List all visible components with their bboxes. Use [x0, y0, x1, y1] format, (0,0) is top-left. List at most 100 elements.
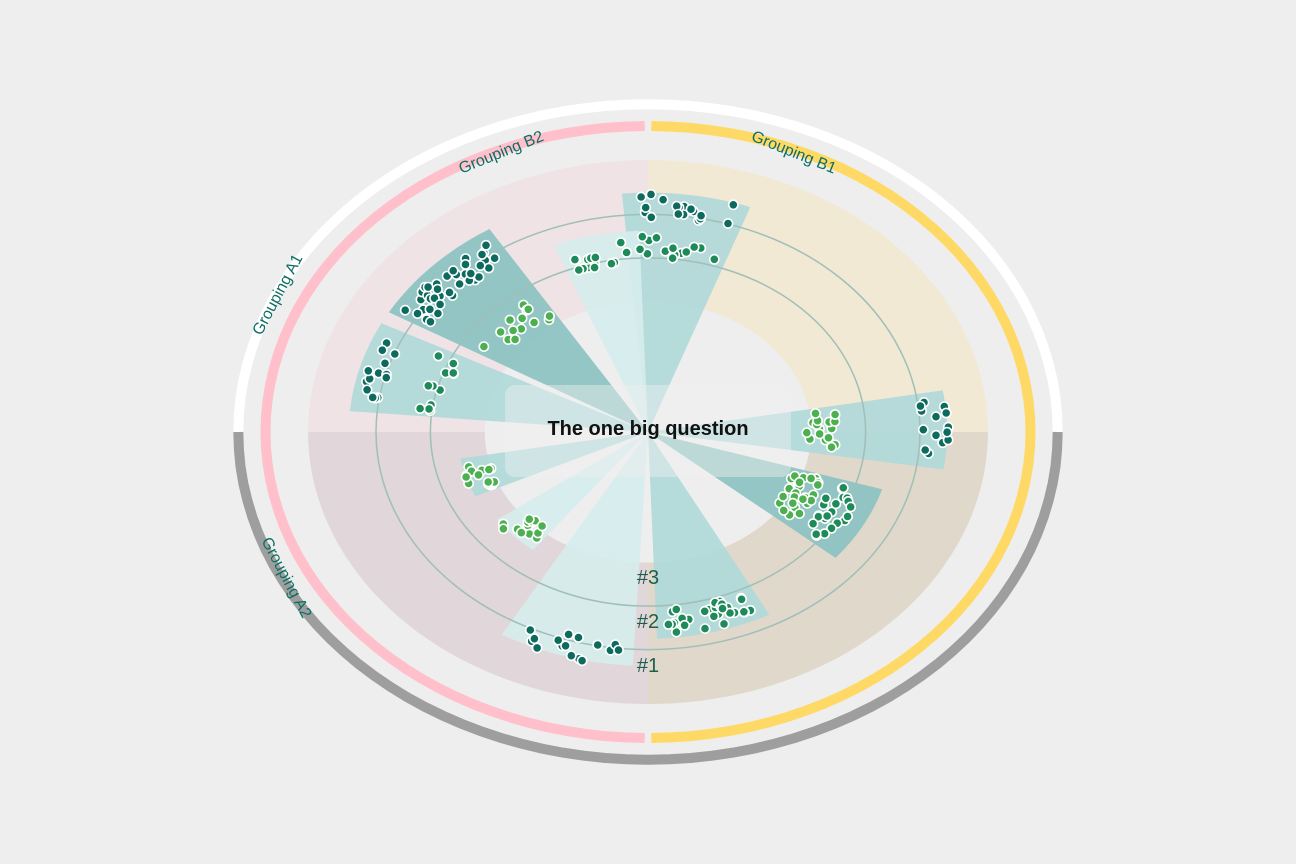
data-point: [590, 251, 601, 263]
data-point: [699, 605, 711, 617]
data-point: [389, 348, 401, 360]
label-grouping-a2: Grouping A2: [258, 535, 315, 622]
data-point: [797, 493, 809, 505]
data-point: [645, 188, 657, 200]
data-point: [399, 304, 411, 316]
data-point: [826, 441, 837, 453]
data-point: [826, 522, 837, 534]
data-point: [941, 426, 953, 438]
title-backdrop: [505, 385, 791, 477]
data-point: [560, 640, 571, 652]
data-point: [422, 380, 434, 392]
data-point: [376, 344, 388, 356]
data-point: [829, 409, 841, 420]
wedge-9: [553, 230, 648, 432]
data-point: [423, 403, 435, 415]
wedge-7: [349, 323, 648, 432]
data-point: [507, 325, 519, 336]
data-point: [635, 191, 647, 203]
data-point: [606, 258, 617, 270]
data-point: [432, 283, 443, 295]
data-point: [738, 606, 750, 618]
data-point: [482, 476, 494, 488]
data-point: [805, 472, 817, 484]
data-point: [523, 513, 535, 525]
data-point: [823, 432, 834, 444]
data-point: [563, 629, 574, 640]
data-point: [422, 281, 434, 293]
data-point: [722, 218, 734, 229]
data-point: [460, 258, 471, 270]
data-point: [425, 316, 436, 328]
ring-pink-left: [260, 121, 645, 743]
label-grouping-a1: Grouping A1: [250, 252, 307, 339]
data-point: [565, 650, 577, 662]
rank-label-1: #1: [636, 655, 660, 677]
data-point: [379, 357, 391, 369]
chart-title: The one big question: [547, 418, 749, 440]
data-point: [454, 278, 465, 290]
data-point: [589, 262, 600, 273]
data-point: [497, 523, 509, 535]
data-point: [414, 403, 426, 414]
data-point: [483, 464, 495, 475]
data-point: [529, 633, 540, 645]
data-point: [509, 333, 521, 345]
data-point: [432, 350, 444, 362]
data-point: [830, 498, 842, 510]
data-point: [736, 593, 747, 605]
wedge-0: [621, 192, 751, 432]
data-point: [569, 254, 581, 265]
data-point: [807, 518, 819, 530]
data-point: [576, 655, 588, 667]
data-point: [685, 203, 697, 215]
data-point: [810, 407, 821, 419]
data-points: [361, 188, 954, 667]
data-point: [663, 619, 674, 630]
data-point: [516, 312, 528, 324]
data-point: [473, 469, 484, 481]
data-point: [424, 303, 436, 315]
data-point: [801, 427, 813, 439]
data-point: [434, 298, 446, 310]
wedge-3: [648, 432, 770, 639]
data-point: [412, 308, 423, 319]
data-point: [362, 365, 374, 377]
data-point: [465, 268, 477, 279]
data-point: [634, 243, 646, 255]
ring-yellow-right: [651, 121, 1036, 743]
data-point: [699, 623, 711, 634]
data-point: [930, 429, 942, 441]
data-point: [672, 208, 684, 220]
wedge-1: [648, 390, 948, 470]
wedge-4: [501, 432, 648, 666]
rank-label-3: #3: [636, 567, 660, 589]
data-point: [504, 314, 516, 326]
data-point: [522, 303, 534, 315]
rank-label-2: #2: [636, 611, 660, 633]
data-point: [478, 341, 490, 352]
wedge-2: [648, 432, 883, 558]
data-point: [444, 286, 455, 298]
data-point: [361, 384, 373, 396]
data-point: [380, 372, 392, 384]
data-point: [667, 242, 679, 254]
data-point: [814, 428, 825, 440]
data-point: [640, 202, 652, 213]
data-point: [837, 482, 849, 494]
data-point: [787, 497, 799, 509]
data-point: [810, 528, 822, 540]
data-point: [524, 624, 536, 636]
data-point: [592, 639, 604, 651]
band-b1: [648, 432, 988, 704]
data-point: [670, 604, 682, 615]
data-point: [842, 511, 853, 522]
data-point: [778, 504, 790, 516]
data-point: [447, 265, 459, 277]
data-point: [367, 391, 379, 403]
data-point: [573, 632, 584, 643]
data-point: [621, 247, 632, 258]
data-point: [447, 367, 459, 379]
wedge-6: [460, 432, 648, 497]
